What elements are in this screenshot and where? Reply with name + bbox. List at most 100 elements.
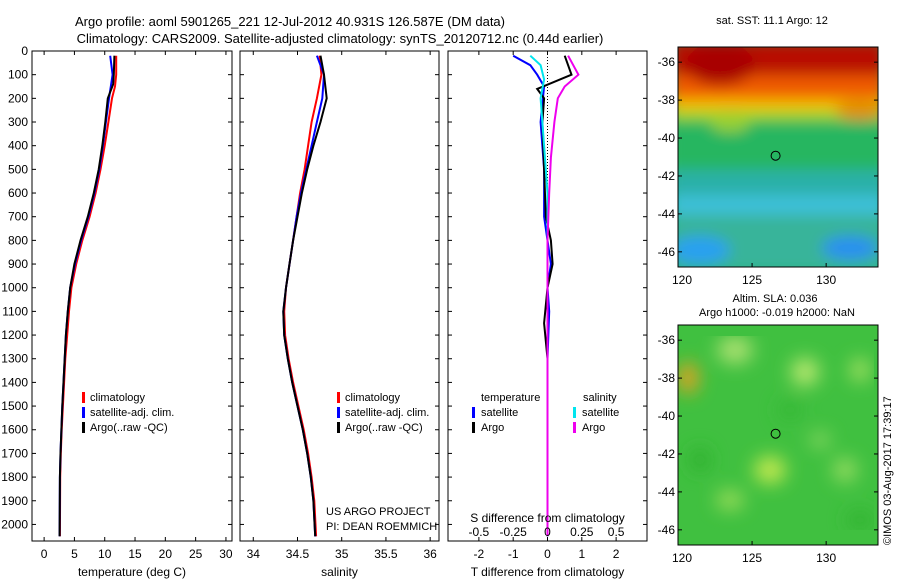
legend-satellite-label: satellite-adj. clim. (90, 407, 174, 419)
salinity-diff-tick-label: 0.25 (570, 525, 594, 539)
lon-tick-label: 130 (816, 273, 836, 287)
x-tick-label: -2 (474, 547, 485, 561)
imos-watermark: ©IMOS 03-Aug-2017 17:39:17 (882, 396, 894, 545)
series-line-climatology (58, 55, 118, 537)
figure-title-line2: Climatology: CARS2009. Satellite-adjuste… (77, 31, 604, 46)
sla-map-axes: 120 125 130 -36 -38 -40 -42 -44 -46 (658, 333, 878, 565)
temperature-plot-area: 0 5 10 15 20 25 300100200300400500600700800900… (1, 44, 233, 579)
y-tick-label: 1900 (1, 494, 28, 508)
y-tick-label: 1300 (1, 352, 28, 366)
x-tick-label: 35.5 (374, 547, 398, 561)
x-tick-label: 20 (159, 547, 173, 561)
legend-satellite-swatch (82, 407, 85, 418)
legend-salinity-heading: salinity (583, 392, 617, 404)
x-tick-label: 15 (128, 547, 142, 561)
sla-map-panel: Altim. SLA: 0.036 Argo h1000: -0.019 h20… (658, 293, 879, 565)
x-tick-label: 2 (613, 547, 620, 561)
lon-tick-label: 125 (742, 273, 762, 287)
y-tick-label: 1500 (1, 399, 28, 413)
sla-map-frame (677, 324, 879, 546)
y-tick-label: 600 (8, 186, 28, 200)
sla-map-title-line1: Altim. SLA: 0.036 (733, 293, 818, 305)
lat-tick-label: -36 (658, 333, 676, 347)
lat-tick-label: -44 (658, 485, 676, 499)
lat-tick-label: -40 (658, 409, 676, 423)
temperature-legend: climatology satellite-adj. clim. Argo(..… (82, 392, 174, 434)
x-tick-label: 0 (41, 547, 48, 561)
series-line-argo (58, 55, 116, 537)
x-axis-label: salinity (321, 565, 358, 579)
y-tick-label: 1600 (1, 423, 28, 437)
argo-position-marker (770, 428, 781, 439)
y-tick-label: 2000 (1, 517, 28, 531)
lat-tick-label: -38 (658, 371, 676, 385)
x-axis-label: T difference from climatology (471, 565, 625, 579)
legend-argo-swatch (82, 422, 85, 433)
y-tick-label: 0 (21, 44, 28, 58)
x-tick-label: 25 (189, 547, 203, 561)
legend-sal-argo-swatch (573, 422, 576, 433)
sla-heatmap (678, 325, 878, 545)
lon-tick-label: 130 (816, 551, 836, 565)
lat-tick-label: -44 (658, 207, 676, 221)
x-tick-label: 36 (423, 547, 437, 561)
x-axis-label: temperature (deg C) (78, 565, 186, 579)
legend-argo-swatch (337, 422, 340, 433)
credit-pi: PI: DEAN ROEMMICH (326, 521, 437, 533)
legend-climatology-swatch (337, 392, 340, 403)
x-tick-label: 1 (578, 547, 585, 561)
sla-background (678, 325, 878, 545)
legend-satellite-label: satellite-adj. clim. (345, 407, 429, 419)
y-tick-label: 300 (8, 115, 28, 129)
legend-climatology-swatch (82, 392, 85, 403)
sst-heatmap (678, 47, 878, 267)
salinity-diff-tick-label: -0.5 (469, 525, 490, 539)
x-tick-label: 34 (247, 547, 261, 561)
salinity-diff-tick-label: 0.5 (608, 525, 625, 539)
series-line-temperature-satellite (512, 54, 552, 537)
sst-map-frame (677, 46, 879, 268)
y-tick-label: 1700 (1, 446, 28, 460)
lat-tick-label: -42 (658, 447, 676, 461)
legend-sal-satellite-swatch (573, 407, 576, 418)
salinity-diff-tick-label: -0.25 (500, 525, 528, 539)
temperature-panel: 0 5 10 15 20 25 300100200300400500600700800900… (1, 44, 233, 579)
y-tick-label: 1400 (1, 375, 28, 389)
lat-tick-label: -38 (658, 93, 676, 107)
legend-temp-argo-swatch (472, 422, 475, 433)
salinity-diff-axis-label: S difference from climatology (470, 511, 625, 525)
sst-map-title: sat. SST: 11.1 Argo: 12 (716, 15, 828, 27)
sst-map-panel: sat. SST: 11.1 Argo: 12 120 125 130 -36 -38 -… (658, 15, 879, 287)
y-tick-label: 100 (8, 68, 28, 82)
difference-legend: temperature salinity satellite Argo sate… (472, 392, 619, 434)
lat-tick-label: -46 (658, 245, 676, 259)
temperature-plot-frame (31, 50, 233, 542)
x-tick-label: -1 (508, 547, 519, 561)
salinity-diff-tick-label: 0 (544, 525, 551, 539)
difference-panel: -2 -1 0 1 2 T difference from climatology S di… (447, 50, 648, 579)
y-tick-label: 700 (8, 210, 28, 224)
legend-sal-argo-label: Argo (582, 422, 605, 434)
series-line-salinity-argo (546, 55, 580, 537)
lon-tick-label: 125 (742, 551, 762, 565)
difference-plot-frame (447, 50, 648, 542)
legend-temp-argo-label: Argo (481, 422, 504, 434)
x-tick-label: 0 (544, 547, 551, 561)
lat-tick-label: -36 (658, 55, 676, 69)
y-tick-label: 1000 (1, 281, 28, 295)
legend-argo-label: Argo(..raw -QC) (90, 422, 168, 434)
legend-satellite-swatch (337, 407, 340, 418)
lat-tick-label: -40 (658, 131, 676, 145)
y-tick-label: 500 (8, 162, 28, 176)
lon-tick-label: 120 (672, 273, 692, 287)
salinity-panel: 34 34.5 35 35.5 36 salinity climatology satel… (239, 50, 440, 579)
salinity-plot-area: 34 34.5 35 35.5 36 salinity (240, 50, 439, 579)
x-tick-label: 35 (335, 547, 349, 561)
lon-tick-label: 120 (672, 551, 692, 565)
argo-position-marker (770, 150, 781, 161)
y-tick-label: 1200 (1, 328, 28, 342)
x-tick-label: 10 (98, 547, 112, 561)
salinity-plot-frame (239, 50, 440, 542)
legend-temp-satellite-label: satellite (481, 407, 518, 419)
